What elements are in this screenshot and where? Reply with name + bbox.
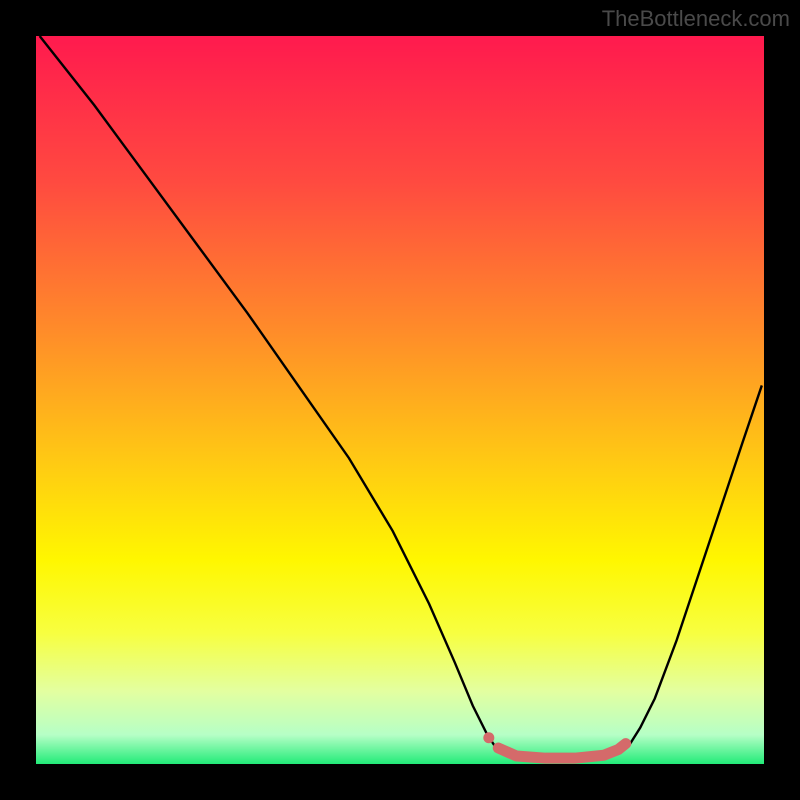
marker-dot xyxy=(483,732,494,743)
bottleneck-curve xyxy=(40,36,762,760)
watermark-text: TheBottleneck.com xyxy=(602,6,790,32)
figure-root: TheBottleneck.com xyxy=(0,0,800,800)
accent-flat-segment xyxy=(498,744,625,759)
plot-background xyxy=(36,36,764,764)
chart-svg xyxy=(36,36,764,764)
